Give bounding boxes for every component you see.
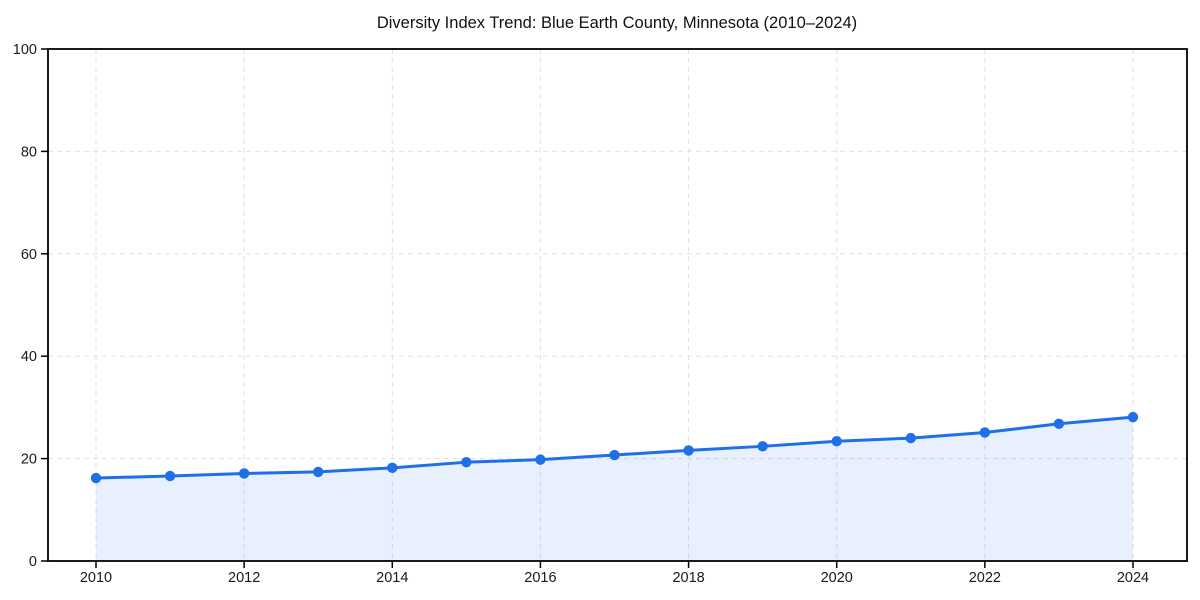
data-point-2017 — [609, 449, 620, 461]
x-tick-label-2010: 2010 — [80, 570, 112, 586]
data-point-2010 — [90, 472, 102, 484]
data-points — [90, 411, 1139, 484]
data-point-2013 — [313, 466, 324, 478]
chart-title: Diversity Index Trend: Blue Earth County… — [377, 14, 857, 32]
data-point-2012 — [238, 468, 250, 479]
data-point-2020 — [831, 435, 842, 447]
y-tick-label-60: 60 — [21, 247, 37, 263]
grid-layer — [48, 49, 1187, 561]
data-point-2021 — [905, 432, 916, 444]
axes-layer: 0 20 40 60 80 100 2010 2012 2014 2016 2018 2020 2022… — [13, 42, 1188, 586]
x-tick-label-2014: 2014 — [376, 570, 408, 586]
plot-border — [47, 48, 1188, 562]
x-axis: 2010 2012 2014 2016 2018 2020 2022 2024 — [80, 561, 1149, 586]
x-tick-label-2020: 2020 — [821, 570, 853, 586]
x-tick-label-2018: 2018 — [672, 570, 704, 586]
x-tick-label-2024: 2024 — [1117, 570, 1149, 586]
data-point-2011 — [164, 470, 176, 482]
x-tick-label-2016: 2016 — [524, 570, 556, 586]
data-point-2018 — [683, 445, 694, 456]
x-tick-label-2012: 2012 — [228, 570, 260, 586]
y-axis: 0 20 40 60 80 100 — [13, 42, 48, 570]
data-point-2015 — [461, 456, 472, 468]
data-point-2016 — [535, 454, 546, 465]
y-tick-label-0: 0 — [29, 554, 37, 570]
data-point-2023 — [1053, 418, 1065, 429]
data-point-2022 — [979, 427, 991, 438]
data-point-2019 — [757, 441, 768, 452]
y-tick-label-40: 40 — [21, 349, 37, 365]
data-point-2024 — [1127, 411, 1139, 423]
area-fill — [96, 417, 1133, 561]
y-tick-label-100: 100 — [13, 42, 37, 58]
y-tick-label-20: 20 — [21, 452, 37, 468]
y-tick-label-80: 80 — [21, 144, 37, 160]
data-point-2014 — [387, 462, 398, 474]
series-layer — [90, 411, 1139, 561]
x-tick-label-2022: 2022 — [969, 570, 1001, 586]
